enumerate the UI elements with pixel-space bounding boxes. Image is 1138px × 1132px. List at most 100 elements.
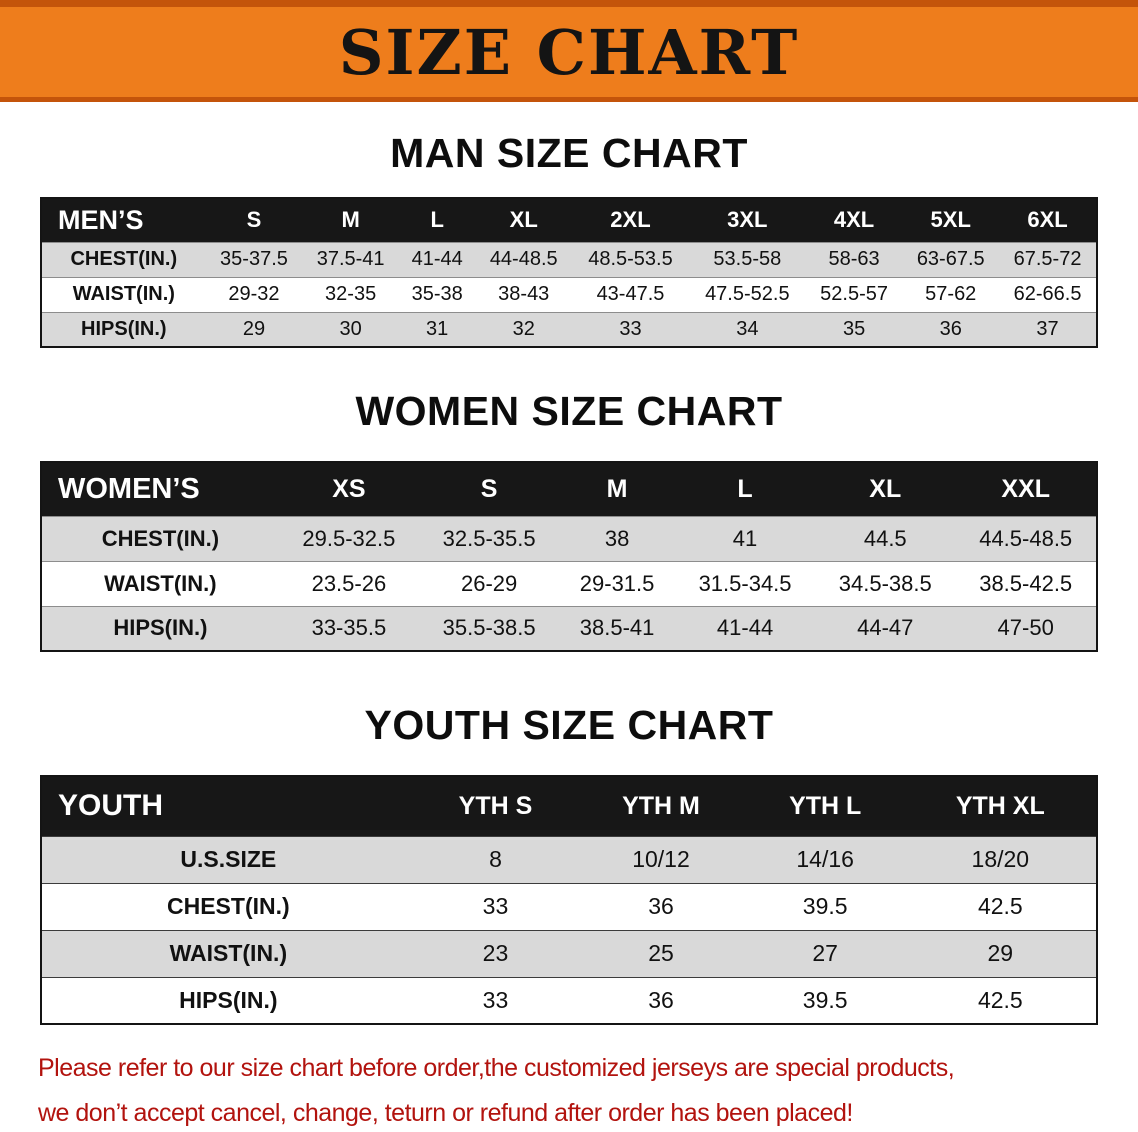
- women-size-table: WOMEN’S XS S M L XL XXL CHEST(IN.) 29.5-32.5 32.5…: [40, 461, 1098, 652]
- row-label-cell: HIPS(IN.): [81, 317, 167, 340]
- measurement-value-cell: 41-44: [411, 248, 463, 270]
- measurement-value-cell: 26-29: [460, 570, 518, 596]
- measurement-row: HIPS(IN.) 33 36 39.5 42.5: [41, 977, 1097, 1024]
- disclaimer-line-1: Please refer to our size chart before or…: [38, 1054, 955, 1082]
- measurement-value-cell: 42.5: [977, 986, 1023, 1013]
- measurement-value-cell: 27: [812, 940, 838, 966]
- measurement-row: WAIST(IN.) 23.5-26 26-29 29-31.5 31.5-34.5 34…: [41, 561, 1097, 606]
- measurement-value-cell: 62-66.5: [1013, 283, 1082, 305]
- measurement-value-cell: 35: [842, 317, 866, 340]
- size-column-header: 2XL: [610, 207, 651, 233]
- measurement-value-cell: 33-35.5: [311, 615, 387, 641]
- measurement-value-cell: 32-35: [325, 283, 377, 305]
- measurement-row: WAIST(IN.) 29-32 32-35 35-38 38-43 43-47.5 47.…: [41, 277, 1097, 312]
- measurement-value-cell: 23.5-26: [311, 570, 387, 596]
- measurement-value-cell: 32.5-35.5: [442, 525, 536, 551]
- size-column-header: XS: [332, 474, 366, 503]
- table-title-cell: WOMEN’S: [58, 472, 200, 505]
- row-label-cell: HIPS(IN.): [179, 986, 278, 1013]
- measurement-value-cell: 8: [489, 846, 502, 872]
- measurement-value-cell: 35.5-38.5: [442, 615, 536, 641]
- measurement-value-cell: 34: [736, 317, 759, 340]
- size-column-header: YTH S: [458, 791, 533, 820]
- men-size-table: MEN’S S M L XL 2XL 3XL 4XL 5XL 6XL CHEST(IN.) 35-37…: [40, 197, 1098, 348]
- size-column-header: 4XL: [833, 207, 875, 233]
- measurement-value-cell: 29-31.5: [579, 570, 655, 596]
- men-section-heading: MAN SIZE CHART: [390, 130, 748, 176]
- measurement-value-cell: 33: [619, 317, 642, 340]
- measurement-value-cell: 25: [648, 940, 674, 966]
- size-column-header: YTH L: [789, 791, 862, 820]
- measurement-row: HIPS(IN.) 33-35.5 35.5-38.5 38.5-41 41-44 44-…: [41, 606, 1097, 651]
- disclaimer: Please refer to our size chart before or…: [38, 1051, 1100, 1131]
- disclaimer-line-2: we don’t accept cancel, change, teturn o…: [38, 1099, 853, 1127]
- measurement-value-cell: 38.5-42.5: [979, 570, 1073, 596]
- measurement-value-cell: 44-47: [857, 615, 914, 641]
- row-label-cell: CHEST(IN.): [101, 525, 220, 551]
- measurement-value-cell: 42.5: [977, 893, 1023, 919]
- size-column-header: S: [480, 474, 498, 503]
- measurement-value-cell: 29-32: [228, 283, 280, 305]
- size-column-header: XL: [509, 207, 538, 233]
- measurement-value-cell: 48.5-53.5: [588, 248, 673, 270]
- measurement-value-cell: 36: [648, 893, 674, 919]
- measurement-value-cell: 52.5-57: [820, 283, 888, 305]
- measurement-value-cell: 53.5-58: [713, 248, 782, 270]
- measurement-value-cell: 14/16: [796, 846, 854, 872]
- measurement-value-cell: 43-47.5: [596, 283, 665, 305]
- measurement-value-cell: 34.5-38.5: [838, 570, 932, 596]
- row-label-cell: WAIST(IN.): [104, 570, 217, 596]
- row-label-cell: U.S.SIZE: [180, 846, 277, 872]
- measurement-row: U.S.SIZE 8 10/12 14/16 18/20: [41, 836, 1097, 883]
- measurement-value-cell: 32: [512, 317, 535, 340]
- measurement-value-cell: 38.5-41: [579, 615, 655, 641]
- measurement-row: CHEST(IN.) 35-37.5 37.5-41 41-44 44-48.5 48.5…: [41, 242, 1097, 277]
- measurement-value-cell: 38: [604, 525, 630, 551]
- table-header-row: MEN’S S M L XL 2XL 3XL 4XL 5XL 6XL: [41, 198, 1097, 242]
- size-column-header: M: [341, 207, 360, 233]
- measurement-value-cell: 41: [732, 525, 758, 551]
- row-label-cell: HIPS(IN.): [113, 615, 208, 641]
- measurement-value-cell: 31: [426, 317, 449, 340]
- size-column-header: XXL: [1001, 474, 1050, 503]
- measurement-value-cell: 23: [482, 940, 509, 966]
- size-column-header: YTH M: [622, 791, 700, 820]
- row-label-cell: WAIST(IN.): [72, 283, 175, 305]
- size-column-header: YTH XL: [955, 791, 1045, 820]
- measurement-row: WAIST(IN.) 23 25 27 29: [41, 930, 1097, 977]
- measurement-value-cell: 35-38: [411, 283, 463, 305]
- measurement-row: CHEST(IN.) 33 36 39.5 42.5: [41, 883, 1097, 930]
- measurement-value-cell: 36: [939, 317, 962, 340]
- measurement-value-cell: 29: [987, 940, 1014, 966]
- page-title: SIZE CHART: [338, 15, 800, 89]
- measurement-value-cell: 18/20: [971, 846, 1030, 872]
- size-column-header: S: [246, 207, 262, 233]
- size-column-header: 3XL: [727, 207, 768, 233]
- size-column-header: 6XL: [1027, 207, 1068, 233]
- measurement-row: CHEST(IN.) 29.5-32.5 32.5-35.5 38 41 44.5 44.5…: [41, 516, 1097, 561]
- measurement-value-cell: 44.5-48.5: [979, 525, 1073, 551]
- row-label-cell: CHEST(IN.): [70, 248, 178, 270]
- measurement-value-cell: 29.5-32.5: [302, 525, 396, 551]
- measurement-value-cell: 47-50: [997, 615, 1054, 641]
- size-column-header: XL: [869, 474, 902, 503]
- measurement-value-cell: 39.5: [802, 986, 848, 1013]
- measurement-value-cell: 33: [482, 893, 509, 919]
- measurement-value-cell: 57-62: [925, 283, 977, 305]
- size-chart-banner: SIZE CHART: [0, 0, 1138, 102]
- youth-section-heading: YOUTH SIZE CHART: [364, 702, 774, 748]
- measurement-value-cell: 37: [1036, 317, 1059, 340]
- measurement-value-cell: 44-48.5: [489, 248, 558, 270]
- measurement-value-cell: 44.5: [863, 525, 907, 551]
- table-title-cell: MEN’S: [58, 204, 144, 235]
- measurement-value-cell: 41-44: [716, 615, 774, 641]
- measurement-value-cell: 58-63: [828, 248, 880, 270]
- measurement-value-cell: 67.5-72: [1013, 248, 1082, 270]
- women-section-heading: WOMEN SIZE CHART: [355, 388, 783, 434]
- table-title-cell: YOUTH: [58, 789, 163, 823]
- size-column-header: 5XL: [930, 207, 971, 233]
- measurement-value-cell: 63-67.5: [916, 248, 985, 270]
- measurement-value-cell: 31.5-34.5: [698, 570, 792, 596]
- size-column-header: L: [430, 207, 444, 233]
- table-header-row: WOMEN’S XS S M L XL XXL: [41, 462, 1097, 516]
